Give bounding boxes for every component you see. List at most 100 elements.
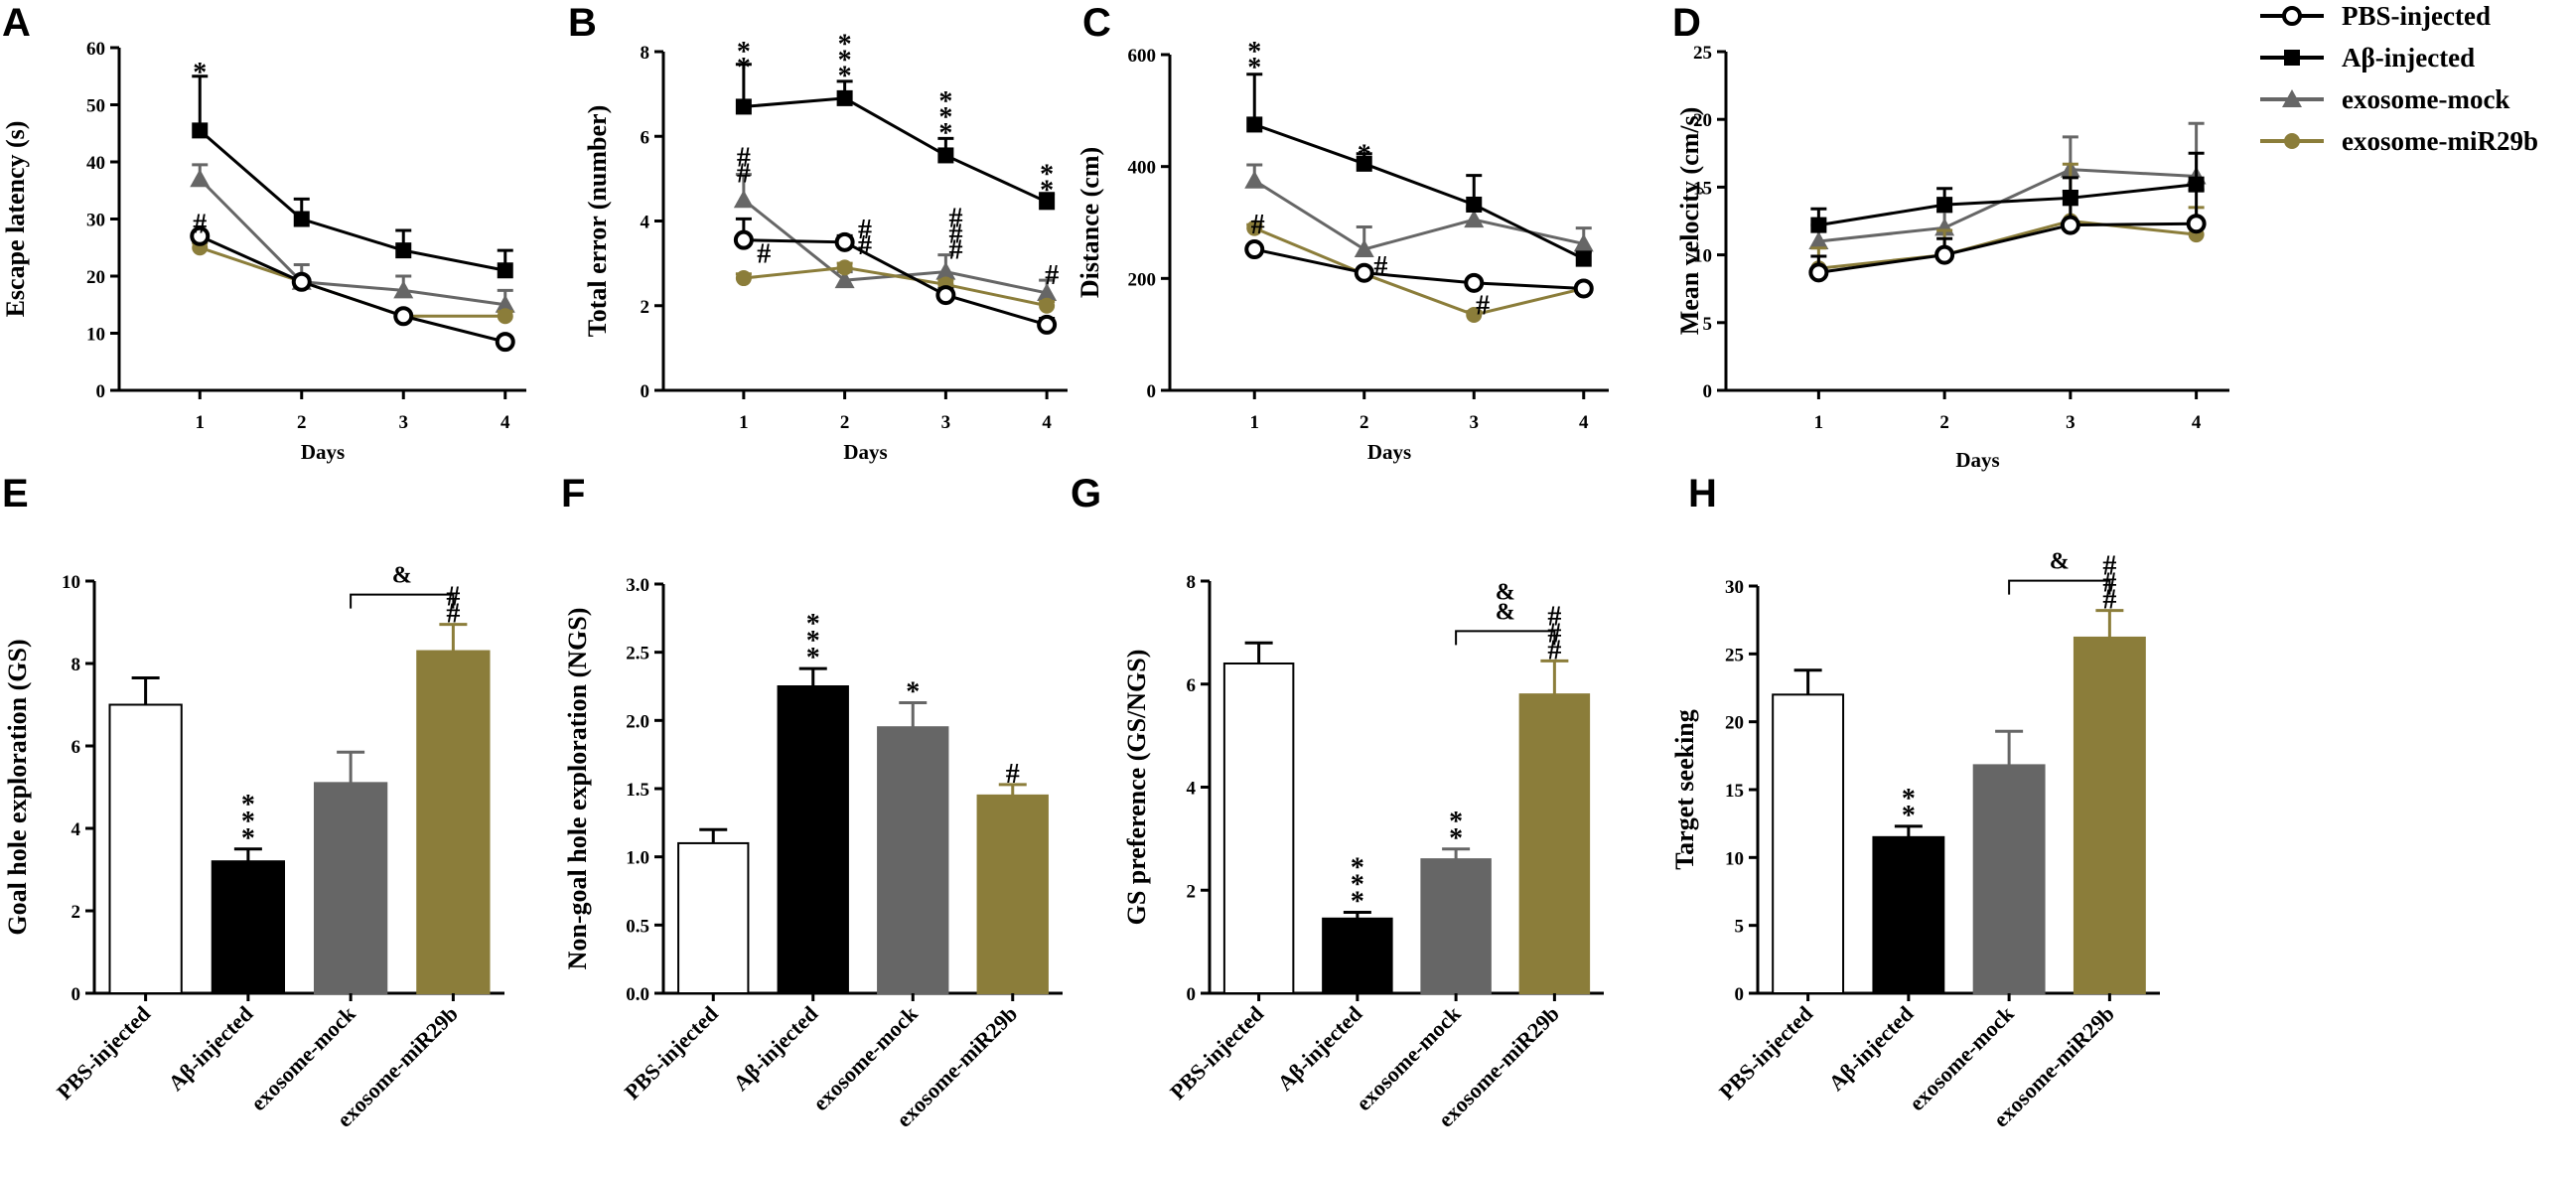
significance-mark: * <box>1351 887 1364 918</box>
significance-mark: * <box>806 626 820 657</box>
y-tick-label: 400 <box>1128 158 1157 179</box>
series-exosome-mock <box>190 163 515 313</box>
significance-mark: # <box>737 159 751 190</box>
data-point <box>1037 314 1058 335</box>
legend-label: PBS-injected <box>2342 1 2491 31</box>
x-tick-label: PBS-injected <box>1165 1001 1268 1104</box>
x-tick-label: 4 <box>1042 412 1052 433</box>
data-point <box>1244 170 1265 189</box>
data-point <box>1936 197 1953 214</box>
x-tick-label: Aβ-injected <box>1272 1001 1366 1096</box>
y-tick-label: 0 <box>72 984 81 1005</box>
data-point <box>190 225 211 246</box>
series-line <box>743 265 1048 308</box>
significance-mark: * <box>241 823 255 854</box>
x-tick-label: 4 <box>1579 412 1589 433</box>
x-tick-label: 2 <box>297 412 307 433</box>
bar-exosome-mock <box>313 782 388 994</box>
panel-letter: H <box>1688 472 1717 515</box>
significance-mark: # <box>1547 601 1561 632</box>
y-tick-label: 8 <box>641 43 650 64</box>
bar-exosome-mir29b <box>1518 693 1591 994</box>
panel-letter: C <box>1082 1 1111 45</box>
y-tick-label: 0.0 <box>626 984 649 1005</box>
data-point <box>733 229 754 250</box>
bar-exosome-mir29b <box>2073 636 2146 995</box>
data-point <box>1808 262 1829 283</box>
series-line <box>1818 183 2197 227</box>
y-tick-label: 15 <box>1693 178 1712 199</box>
significance-mark: * <box>806 609 820 640</box>
bar-exosome-mock <box>877 726 949 994</box>
series-line <box>1818 221 2197 274</box>
series-exosome-mock <box>1244 163 1594 258</box>
data-point <box>836 89 853 106</box>
data-point <box>1573 278 1594 299</box>
data-point <box>192 122 209 139</box>
series-pbs-injected <box>1244 239 1594 299</box>
x-tick-label: 1 <box>1250 412 1260 433</box>
data-point <box>495 332 515 353</box>
data-point <box>735 270 752 287</box>
data-point <box>1244 239 1265 260</box>
y-tick-label: 20 <box>1725 713 1744 734</box>
x-tick-label: Aβ-injected <box>728 1001 822 1096</box>
series-exosome-mir29b <box>1810 162 2205 277</box>
x-axis-title: Days <box>1955 448 1999 472</box>
series-line <box>199 129 506 272</box>
legend-marker <box>2284 50 2300 66</box>
data-point <box>935 285 956 306</box>
significance-mark: * <box>1247 53 1261 83</box>
x-tick-label: 4 <box>501 412 510 433</box>
x-tick-label: PBS-injected <box>620 1001 723 1104</box>
data-point <box>395 242 412 259</box>
y-tick-label: 10 <box>86 325 105 346</box>
data-point <box>735 98 752 115</box>
series-pbs-injected <box>190 225 515 353</box>
significance-mark: # <box>1476 291 1490 322</box>
data-point <box>1354 239 1374 258</box>
y-tick-label: 0 <box>1147 381 1157 402</box>
data-point <box>1354 262 1374 283</box>
data-point <box>190 169 211 188</box>
y-tick-label: 2 <box>1187 881 1197 902</box>
bar-exosome-mir29b <box>416 650 491 994</box>
significance-mark: * <box>1449 807 1463 837</box>
series-abeta-injected <box>1810 151 2205 233</box>
legend-item-exosome-mir29b: exosome-miR29b <box>2260 126 2538 156</box>
y-tick-label: 0 <box>1735 984 1745 1005</box>
x-tick-label: 3 <box>1470 412 1480 433</box>
x-tick-label: 1 <box>196 412 206 433</box>
data-point <box>393 306 414 327</box>
bar-abeta-injected <box>211 860 286 995</box>
y-tick-label: 10 <box>62 572 80 593</box>
legend-label: exosome-mock <box>2342 84 2509 114</box>
data-point <box>937 147 954 164</box>
panel-letter: D <box>1672 1 1701 45</box>
x-tick-label: exosome-mock <box>245 1000 360 1115</box>
bracket-label: & <box>2050 549 2070 575</box>
panel-letter: G <box>1071 472 1101 515</box>
y-axis-title: Total error (number) <box>583 105 612 338</box>
data-point <box>1037 282 1058 301</box>
x-tick-label: 2 <box>1360 412 1369 433</box>
significance-mark: # <box>858 215 872 245</box>
x-tick-label: 3 <box>941 412 951 433</box>
data-point <box>834 270 855 289</box>
y-tick-label: 1.5 <box>626 780 649 801</box>
bracket-label: & <box>1496 579 1515 605</box>
significance-mark: # <box>1006 759 1020 790</box>
y-axis-title: Non-goal hole exploration (NGS) <box>563 608 592 970</box>
bar-pbs-injected <box>108 703 183 994</box>
y-tick-label: 8 <box>1187 572 1197 593</box>
bracket-label: & <box>1496 599 1515 625</box>
bar-abeta-injected <box>1872 835 1945 994</box>
y-tick-label: 0 <box>1187 984 1197 1005</box>
significance-mark: * <box>193 58 207 88</box>
data-point <box>2186 214 2207 234</box>
legend-item-abeta-injected: Aβ-injected <box>2260 43 2475 73</box>
panel-d: D 0 5 10 15 20 25 1 2 3 4 Days Mean velocity (cm/s) <box>1672 1 2229 472</box>
series-line <box>1253 179 1585 251</box>
legend-marker <box>2282 89 2302 107</box>
